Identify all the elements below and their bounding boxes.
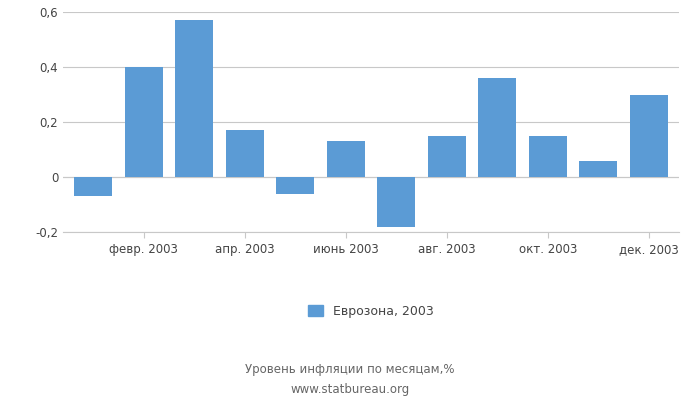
Bar bbox=[528, 136, 567, 177]
Bar bbox=[478, 78, 516, 177]
Text: www.statbureau.org: www.statbureau.org bbox=[290, 384, 410, 396]
Legend: Еврозона, 2003: Еврозона, 2003 bbox=[303, 300, 439, 323]
Bar bbox=[580, 160, 617, 177]
Bar bbox=[74, 177, 112, 196]
Bar bbox=[276, 177, 314, 194]
Bar bbox=[377, 177, 415, 226]
Text: Уровень инфляции по месяцам,%: Уровень инфляции по месяцам,% bbox=[245, 364, 455, 376]
Bar bbox=[226, 130, 264, 177]
Bar bbox=[630, 94, 668, 177]
Bar bbox=[428, 136, 466, 177]
Bar bbox=[327, 141, 365, 177]
Bar bbox=[125, 67, 162, 177]
Bar bbox=[175, 20, 214, 177]
